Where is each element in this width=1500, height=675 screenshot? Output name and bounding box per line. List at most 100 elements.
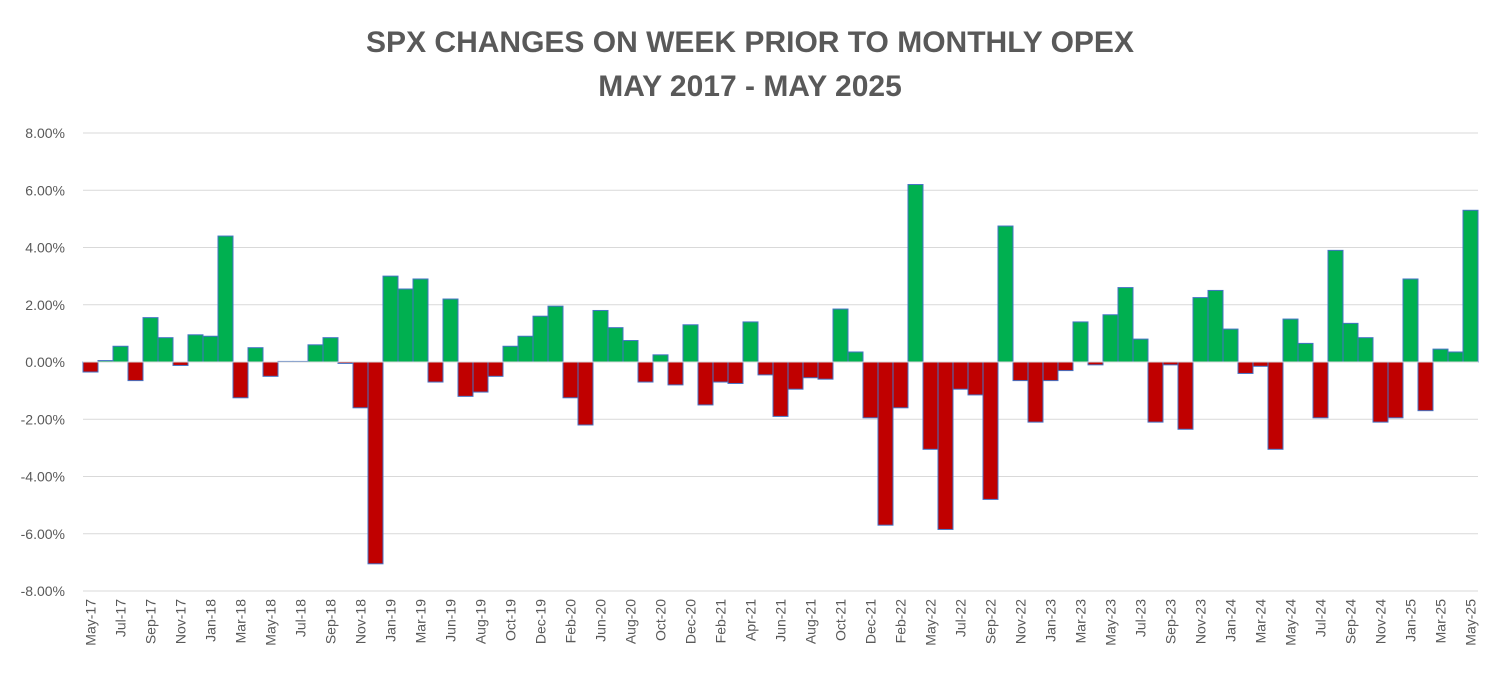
bar	[127, 361, 144, 382]
x-tick-label: Oct-19	[503, 599, 519, 641]
x-tick-label: Sep-18	[323, 599, 339, 644]
bar	[1117, 287, 1134, 363]
x-tick-label: Oct-21	[833, 599, 849, 641]
x-tick-label: Feb-22	[893, 599, 909, 644]
bar	[307, 344, 324, 363]
x-tick-label: Mar-23	[1073, 599, 1089, 644]
bar	[112, 345, 129, 363]
y-tick-label: -8.00%	[21, 583, 65, 599]
bar	[1387, 361, 1404, 419]
bar	[817, 361, 834, 380]
bar	[547, 305, 564, 363]
x-tick-label: Feb-20	[563, 599, 579, 644]
x-tick-label: Nov-17	[173, 599, 189, 644]
x-tick-label: Jul-17	[113, 599, 129, 637]
bar	[217, 235, 234, 363]
bar	[157, 337, 174, 363]
y-tick-label: -2.00%	[21, 411, 65, 427]
bar	[952, 361, 969, 390]
bar	[892, 361, 909, 409]
bar	[517, 335, 534, 363]
x-tick-label: Feb-21	[713, 599, 729, 644]
bar	[802, 361, 819, 379]
y-tick-label: 2.00%	[25, 297, 65, 313]
bar	[652, 354, 669, 363]
x-tick-label: Jun-21	[773, 599, 789, 642]
bar	[982, 361, 999, 500]
x-tick-label: Aug-19	[473, 599, 489, 644]
x-tick-label: Jun-19	[443, 599, 459, 642]
x-tick-label: May-22	[923, 599, 939, 646]
bar	[1192, 297, 1209, 363]
bar	[1282, 318, 1299, 363]
bar	[1072, 321, 1089, 363]
bar	[1462, 209, 1479, 363]
bar	[487, 361, 504, 377]
bar	[472, 361, 489, 393]
bar	[862, 361, 879, 419]
x-tick-label: May-25	[1463, 599, 1479, 646]
x-tick-label: Jan-18	[203, 599, 219, 642]
bar	[742, 321, 759, 363]
y-tick-label: 6.00%	[25, 182, 65, 198]
bar	[697, 361, 714, 406]
bar	[1297, 342, 1314, 363]
bar	[667, 361, 684, 386]
bar	[367, 361, 384, 565]
bar	[712, 361, 729, 383]
x-tick-label: Mar-25	[1433, 599, 1449, 644]
x-tick-label: Apr-21	[743, 599, 759, 641]
x-tick-label: Nov-23	[1193, 599, 1209, 644]
x-tick-label: Oct-20	[653, 599, 669, 641]
bar	[967, 361, 984, 396]
y-tick-label: 8.00%	[25, 125, 65, 141]
x-tick-label: Mar-19	[413, 599, 429, 644]
x-tick-label: Nov-22	[1013, 599, 1029, 644]
x-tick-label: Nov-24	[1373, 599, 1389, 644]
bar	[1237, 361, 1254, 374]
x-tick-label: Jun-20	[593, 599, 609, 642]
bar	[1252, 361, 1269, 367]
x-tick-label: May-17	[83, 599, 99, 646]
bar	[937, 361, 954, 530]
bar	[1027, 361, 1044, 423]
bar	[832, 308, 849, 363]
bar	[592, 309, 609, 363]
bar	[682, 324, 699, 363]
x-tick-label: Jul-24	[1313, 599, 1329, 637]
bar	[1177, 361, 1194, 430]
bar	[757, 361, 774, 376]
x-tick-label: Jul-22	[953, 599, 969, 637]
bar	[1312, 361, 1329, 419]
bar	[1417, 361, 1434, 412]
bar	[607, 327, 624, 363]
bar	[382, 275, 399, 363]
x-tick-label: Aug-20	[623, 599, 639, 644]
bar	[442, 298, 459, 363]
x-tick-label: Jan-19	[383, 599, 399, 642]
x-tick-label: Mar-18	[233, 599, 249, 644]
bar	[1357, 337, 1374, 363]
bar	[787, 361, 804, 390]
bar	[1207, 289, 1224, 363]
bar	[1432, 348, 1449, 363]
bar	[322, 337, 339, 363]
bar	[1372, 361, 1389, 423]
bar	[232, 361, 249, 399]
bar	[202, 335, 219, 363]
bar	[532, 315, 549, 363]
bar	[772, 361, 789, 417]
bar	[562, 361, 579, 399]
bar	[82, 361, 99, 373]
x-tick-label: Jan-25	[1403, 599, 1419, 642]
x-tick-label: May-24	[1283, 599, 1299, 646]
bar	[1057, 361, 1074, 372]
bar	[727, 361, 744, 384]
x-tick-label: Aug-21	[803, 599, 819, 644]
y-tick-label: -6.00%	[21, 526, 65, 542]
bar	[352, 361, 369, 409]
x-tick-label: Nov-18	[353, 599, 369, 644]
bar	[1042, 361, 1059, 382]
x-tick-label: Dec-20	[683, 599, 699, 644]
